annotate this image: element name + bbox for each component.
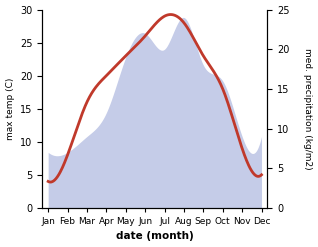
X-axis label: date (month): date (month) [116,231,194,242]
Y-axis label: max temp (C): max temp (C) [5,78,15,140]
Y-axis label: med. precipitation (kg/m2): med. precipitation (kg/m2) [303,48,313,169]
